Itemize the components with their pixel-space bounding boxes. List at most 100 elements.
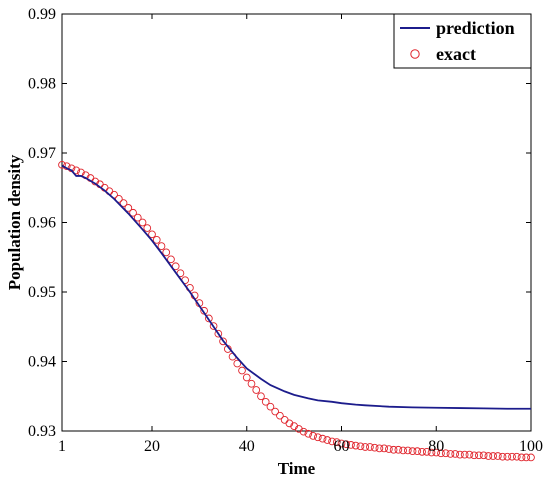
exact-point (418, 448, 426, 456)
exact-point (441, 449, 450, 458)
y-axis-label: Population density (5, 154, 24, 290)
y-tick-label: 0.98 (28, 76, 56, 93)
exact-point (138, 218, 147, 227)
y-tick-label: 0.99 (28, 6, 56, 23)
exact-point (370, 443, 379, 452)
exact-point (266, 402, 275, 411)
exact-point (209, 322, 218, 330)
exact-point (508, 452, 516, 461)
exact-point (328, 437, 336, 446)
axis-ticks: 1 20 40 60 80 100 0.93 0.94 0.95 0.96 0.97 0.98 0.99 (28, 6, 543, 455)
exact-point (413, 447, 422, 456)
exact-point (261, 397, 270, 406)
exact-point (375, 444, 384, 453)
exact-point (143, 224, 152, 232)
exact-point (517, 453, 526, 462)
exact-point (479, 451, 488, 460)
exact-point (257, 392, 265, 401)
exact-point (356, 442, 365, 451)
exact-point (361, 443, 370, 451)
y-tick-label: 0.96 (28, 215, 56, 232)
exact-point (152, 236, 161, 244)
exact-point (133, 213, 142, 222)
exact-point (214, 329, 223, 338)
x-tick-label: 60 (334, 438, 350, 455)
exact-point (451, 450, 460, 458)
x-tick-label: 20 (144, 438, 160, 455)
exact-point (114, 195, 123, 203)
x-tick-label: 80 (428, 438, 444, 455)
exact-point (437, 449, 445, 458)
exact-point (456, 450, 464, 459)
exact-point (503, 452, 512, 461)
exact-point (512, 452, 521, 461)
exact-point (527, 453, 535, 462)
exact-point (148, 230, 156, 239)
exact-point (58, 160, 66, 169)
x-axis-label: Time (278, 459, 316, 478)
exact-point (427, 448, 436, 457)
exact-point (408, 447, 417, 456)
exact-point (489, 452, 497, 460)
exact-point (432, 448, 441, 457)
exact-point (399, 446, 407, 455)
y-tick-label: 0.93 (28, 423, 56, 440)
exact-point (233, 359, 242, 368)
exact-point (475, 451, 483, 460)
exact-point (309, 432, 317, 440)
exact-point (252, 386, 261, 394)
exact-point (347, 441, 355, 449)
exact-point (323, 436, 332, 444)
exact-point (498, 452, 507, 461)
exact-point (304, 429, 313, 438)
exact-point (271, 407, 280, 416)
exact-point (242, 373, 251, 382)
exact-point (171, 262, 180, 271)
exact-point (389, 445, 398, 454)
exact-point (247, 379, 256, 388)
exact-point (522, 453, 531, 462)
exact-point (422, 448, 431, 456)
exact-point (219, 337, 227, 346)
exact-point (470, 451, 479, 460)
exact-point (484, 452, 493, 460)
exact-point (403, 446, 412, 455)
exact-point (299, 427, 308, 436)
legend-exact-label: exact (436, 44, 476, 64)
exact-point (205, 314, 213, 323)
exact-point (157, 242, 166, 250)
exact-point (351, 441, 360, 450)
exact-point (394, 445, 403, 454)
y-tick-label: 0.95 (28, 284, 56, 301)
y-tick-label: 0.94 (28, 354, 56, 371)
exact-point (460, 450, 469, 459)
exact-point (342, 440, 351, 449)
legend: prediction exact (393, 13, 532, 69)
exact-point (167, 255, 175, 264)
exact-point (72, 166, 81, 175)
exact-point (238, 366, 246, 375)
exact-point (380, 444, 388, 453)
exact-point (124, 204, 133, 212)
exact-point (119, 199, 128, 207)
exact-point (366, 443, 374, 451)
exact-point (332, 438, 341, 446)
exact-point (276, 411, 284, 420)
x-tick-label: 100 (519, 438, 543, 455)
exact-point (313, 433, 322, 442)
exact-point (385, 445, 393, 453)
exact-point (446, 450, 455, 458)
exact-point (337, 439, 346, 448)
y-tick-label: 0.97 (28, 145, 56, 162)
legend-prediction-label: prediction (436, 18, 515, 38)
x-tick-label: 40 (239, 438, 255, 455)
exact-point (493, 452, 502, 460)
exact-point (162, 248, 171, 257)
exact-point (129, 208, 137, 217)
exact-point (465, 450, 474, 459)
exact-point (318, 434, 327, 443)
legend-box (393, 13, 532, 69)
plot-area (61, 13, 532, 432)
prediction-series-line (61, 164, 531, 410)
